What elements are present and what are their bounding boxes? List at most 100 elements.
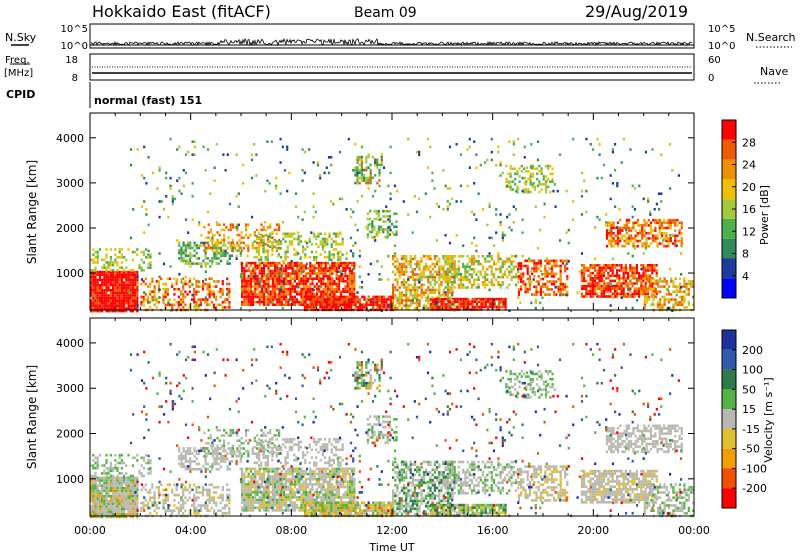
echo-cell [388, 215, 391, 218]
echo-cell [429, 283, 432, 287]
echo-cell [429, 291, 432, 294]
echo-cell [508, 270, 511, 274]
echo-cell [546, 269, 549, 273]
echo-cell [227, 228, 230, 232]
echo-cell [642, 197, 645, 201]
echo-cell [105, 497, 108, 500]
echo-cell [173, 298, 176, 301]
echo-cell [101, 299, 104, 302]
echo-cell [576, 291, 579, 294]
echo-cell [279, 286, 282, 289]
echo-cell [358, 158, 361, 161]
y-tick-label: 4000 [56, 132, 84, 145]
echo-cell [250, 176, 254, 180]
echo-cell [112, 294, 115, 297]
echo-cell [229, 223, 232, 226]
echo-cell [464, 297, 468, 301]
echo-cell [411, 257, 414, 261]
echo-cell [269, 272, 272, 275]
echo-cell [256, 285, 259, 288]
echo-cell [103, 472, 106, 475]
echo-cell [248, 309, 251, 312]
echo-cell [103, 276, 106, 279]
echo-cell [369, 217, 372, 221]
echo-cell [608, 239, 611, 243]
echo-cell [302, 293, 305, 296]
echo-cell [348, 285, 351, 288]
echo-cell [427, 255, 430, 258]
echo-cell [136, 283, 139, 286]
echo-cell [363, 174, 366, 177]
echo-cell [253, 246, 256, 250]
echo-cell [486, 268, 489, 271]
echo-cell [319, 232, 322, 236]
echo-cell [107, 266, 110, 269]
echo-cell [245, 285, 248, 288]
echo-cell [314, 303, 318, 306]
echo-cell [656, 244, 659, 248]
echo-cell [559, 285, 562, 289]
echo-cell [678, 282, 682, 286]
echo-cell [369, 262, 372, 266]
echo-cell [197, 246, 201, 250]
echo-cell [291, 267, 294, 270]
echo-cell [92, 464, 95, 467]
echo-cell [618, 279, 621, 283]
echo-cell [517, 290, 520, 294]
echo-cell [274, 290, 277, 293]
echo-cell [103, 484, 106, 487]
echo-cell [226, 298, 229, 301]
echo-cell [444, 275, 447, 279]
echo-cell [90, 281, 93, 284]
echo-cell [118, 294, 121, 297]
echo-cell [444, 255, 447, 258]
echo-cell [188, 277, 191, 281]
echo-cell [120, 278, 123, 282]
echo-cell [605, 287, 608, 290]
echo-cell [416, 278, 419, 281]
echo-cell [98, 273, 101, 276]
echo-cell [136, 513, 139, 516]
echo-cell [125, 500, 128, 503]
echo-cell [220, 239, 223, 242]
echo-cell [405, 260, 408, 263]
echo-cell [435, 304, 438, 307]
echo-cell [212, 249, 215, 252]
echo-cell [444, 260, 447, 263]
echo-cell [92, 479, 95, 482]
echo-cell [418, 268, 421, 271]
echo-cell [278, 246, 281, 250]
echo-cell [147, 266, 150, 269]
echo-cell [325, 298, 329, 301]
echo-cell [321, 306, 324, 309]
echo-cell [120, 492, 123, 495]
echo-cell [508, 283, 511, 287]
echo-cell [475, 244, 478, 247]
echo-cell [526, 269, 529, 273]
echo-cell [215, 143, 218, 146]
echo-cell [512, 205, 515, 208]
echo-cell [186, 262, 190, 265]
echo-cell [326, 255, 329, 259]
echo-cell [683, 290, 686, 294]
echo-cell [650, 280, 653, 283]
echo-cell [326, 237, 329, 241]
echo-cell [92, 484, 95, 487]
echo-cell [594, 282, 597, 285]
echo-cell [332, 306, 335, 309]
echo-cell [236, 228, 239, 232]
echo-cell [605, 234, 609, 238]
echo-cell [149, 293, 152, 296]
echo-cell [339, 300, 342, 304]
echo-cell [632, 226, 635, 230]
echo-cell [566, 267, 569, 270]
echo-cell [220, 228, 223, 232]
echo-cell [323, 171, 326, 175]
echo-cell [407, 137, 410, 141]
echo-cell [495, 278, 498, 281]
echo-cell [136, 302, 139, 305]
echo-cell [327, 171, 331, 175]
echo-cell [103, 464, 106, 467]
echo-cell [254, 290, 257, 293]
echo-cell [510, 275, 513, 279]
